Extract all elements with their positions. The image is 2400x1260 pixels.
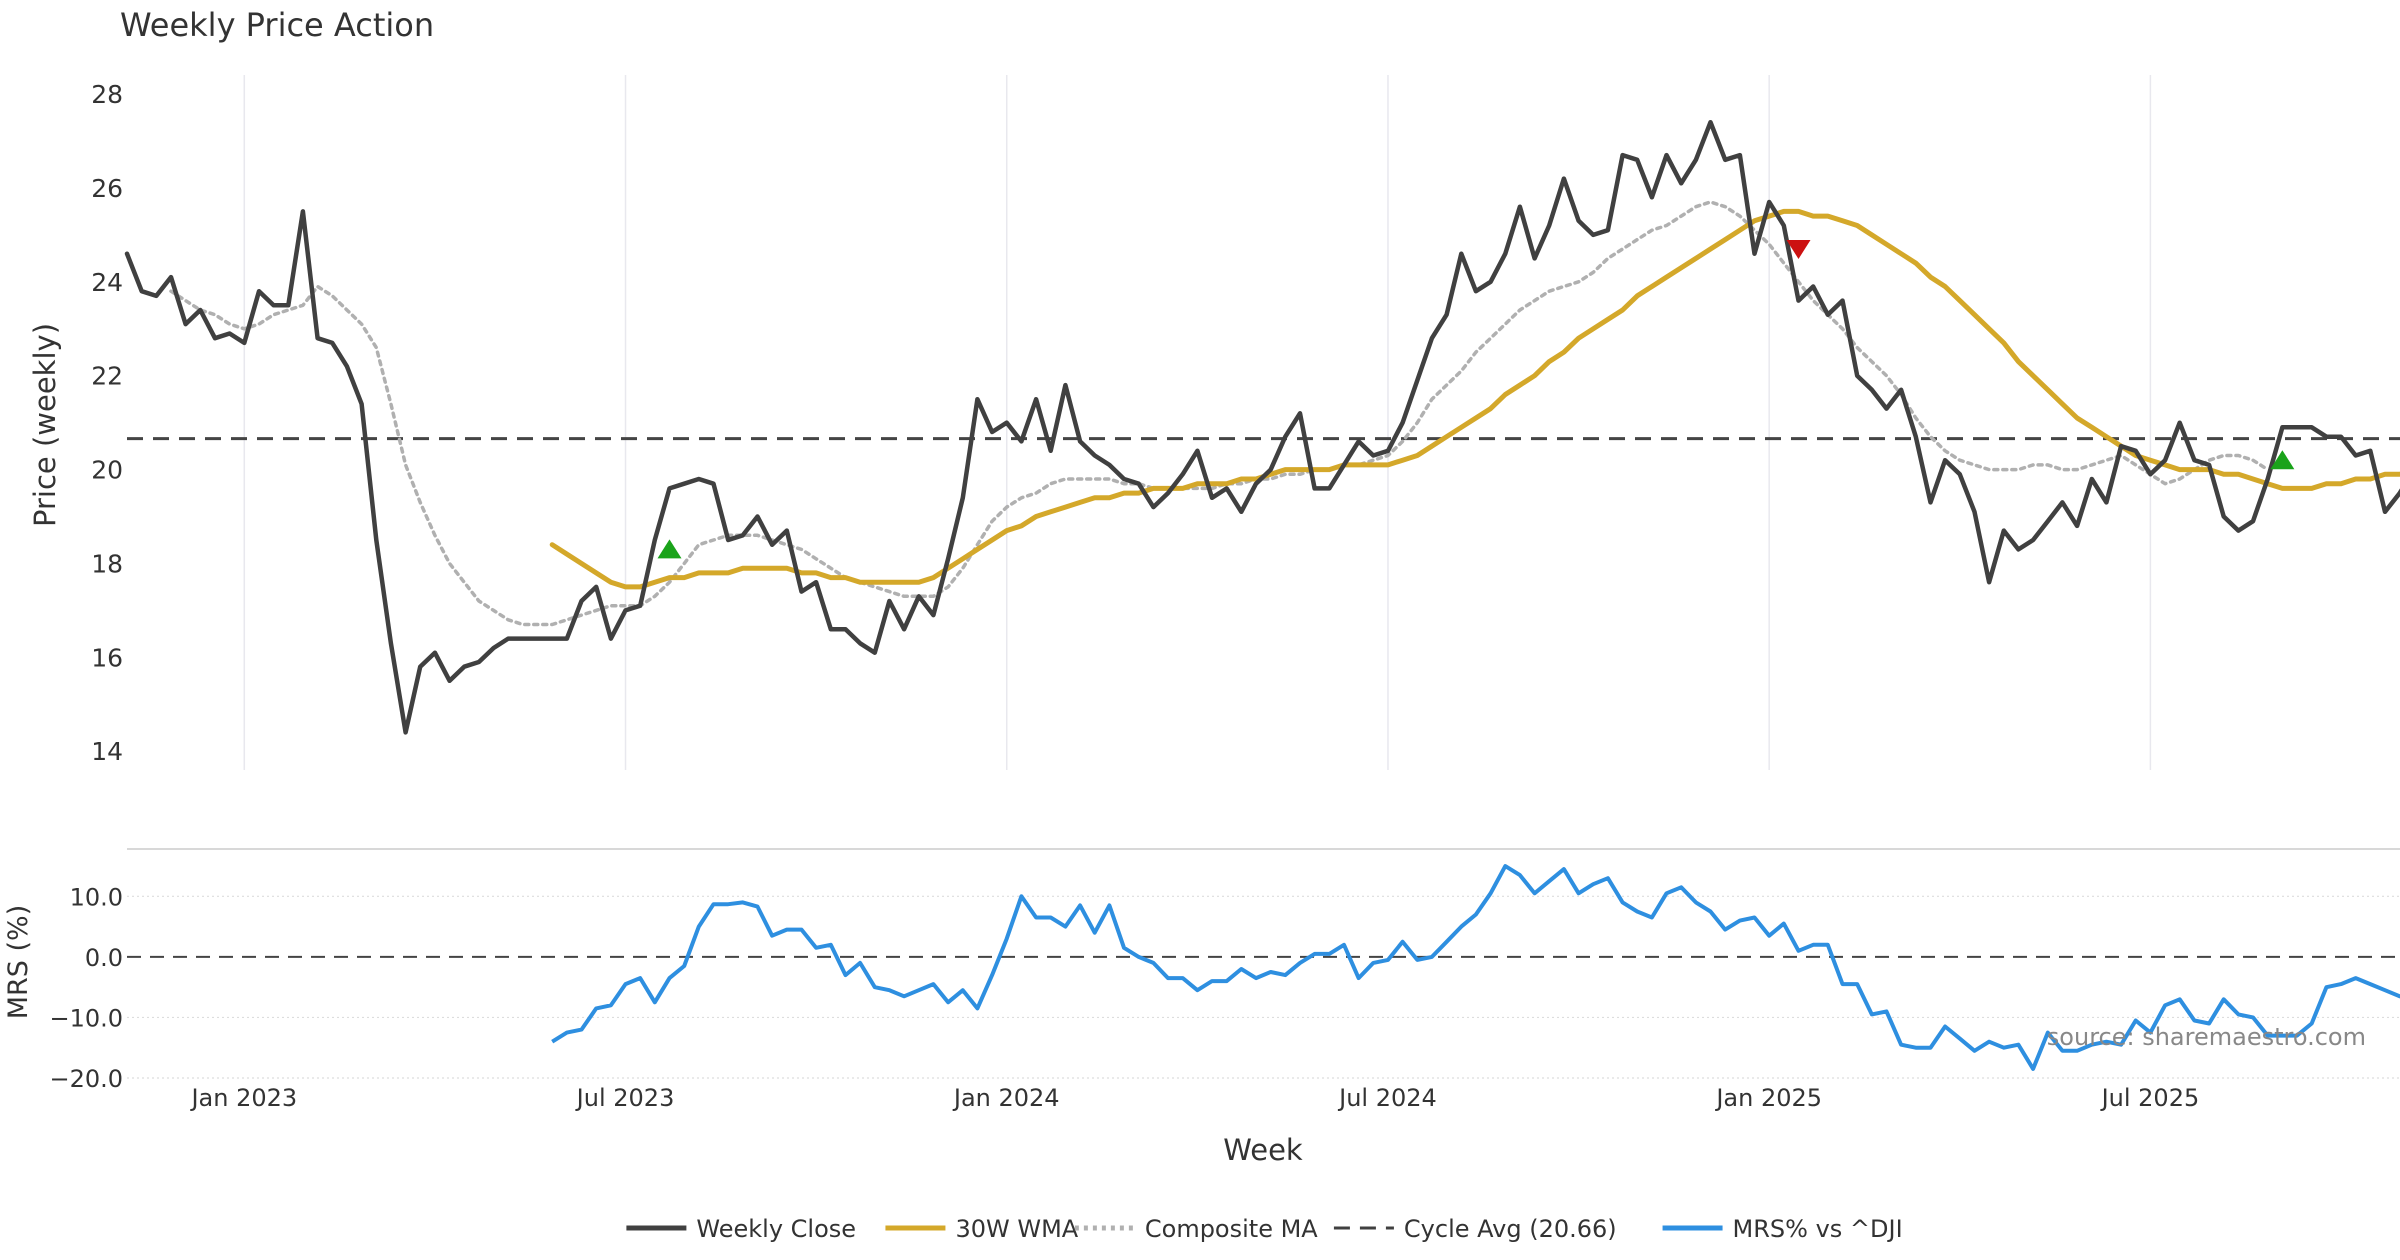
x-tick-label: Jul 2024 bbox=[1337, 1084, 1437, 1112]
price-y-tick-label: 14 bbox=[91, 737, 123, 766]
legend-item: Cycle Avg (20.66) bbox=[1333, 1215, 1617, 1243]
mrs-line bbox=[551, 864, 2400, 1071]
x-axis-label: Week bbox=[1223, 1133, 1303, 1167]
price-y-tick-label: 18 bbox=[91, 549, 123, 578]
price-y-tick-labels: 14 16 18 20 22 24 26 28 bbox=[91, 80, 123, 766]
price-y-tick-label: 26 bbox=[91, 174, 123, 203]
legend-label: 30W WMA bbox=[955, 1215, 1078, 1243]
price-y-axis-label: Price (weekly) bbox=[28, 323, 62, 527]
signal-markers bbox=[657, 239, 2295, 559]
x-tick-label: Jul 2025 bbox=[2100, 1084, 2200, 1112]
legend-item: Weekly Close bbox=[626, 1215, 856, 1243]
buy-signal-marker bbox=[657, 539, 682, 559]
sell-signal-marker bbox=[1786, 239, 1811, 259]
wma-30w-line bbox=[549, 208, 2400, 590]
legend-item: Composite MA bbox=[1074, 1215, 1318, 1243]
chart-title: Weekly Price Action bbox=[120, 6, 434, 44]
weekly-close-line bbox=[124, 119, 2400, 735]
mrs-y-tick-label: 0.0 bbox=[85, 944, 123, 972]
mrs-y-tick-labels: 10.0 0.0 −10.0 −20.0 bbox=[49, 883, 123, 1093]
price-y-tick-label: 24 bbox=[91, 268, 123, 297]
legend: Weekly Close 30W WMA Composite MA Cycle Avg… bbox=[626, 1215, 1903, 1243]
legend-label: Cycle Avg (20.66) bbox=[1404, 1215, 1617, 1243]
legend-item: MRS% vs ^DJI bbox=[1662, 1215, 1903, 1243]
legend-label: Weekly Close bbox=[696, 1215, 856, 1243]
x-tick-labels: Jan 2023 Jul 2023 Jan 2024 Jul 2024 Jan 2025… bbox=[189, 1084, 2199, 1112]
x-tick-label: Jul 2023 bbox=[575, 1084, 675, 1112]
mrs-series-group bbox=[551, 864, 2400, 1071]
price-y-tick-label: 16 bbox=[91, 643, 123, 672]
legend-label: Composite MA bbox=[1145, 1215, 1318, 1243]
source-watermark: source: sharemaestro.com bbox=[2047, 1023, 2366, 1051]
x-tick-label: Jan 2024 bbox=[952, 1084, 1060, 1112]
price-y-tick-label: 28 bbox=[91, 80, 123, 109]
price-series-group bbox=[124, 119, 2400, 735]
composite-ma-line bbox=[169, 200, 2270, 627]
mrs-y-tick-label: 10.0 bbox=[70, 883, 123, 911]
legend-item: 30W WMA bbox=[885, 1215, 1079, 1243]
mrs-y-axis-label: MRS (%) bbox=[3, 905, 34, 1020]
price-y-tick-label: 20 bbox=[91, 456, 123, 485]
mrs-y-tick-label: −20.0 bbox=[49, 1065, 123, 1093]
buy-signal-marker bbox=[2270, 450, 2295, 470]
price-grid bbox=[243, 75, 2152, 770]
price-y-tick-label: 22 bbox=[91, 362, 123, 391]
x-tick-label: Jan 2025 bbox=[1714, 1084, 1822, 1112]
mrs-y-tick-label: −10.0 bbox=[49, 1004, 123, 1032]
legend-label: MRS% vs ^DJI bbox=[1733, 1215, 1903, 1243]
mrs-grid bbox=[127, 895, 2400, 1079]
x-tick-label: Jan 2023 bbox=[189, 1084, 297, 1112]
